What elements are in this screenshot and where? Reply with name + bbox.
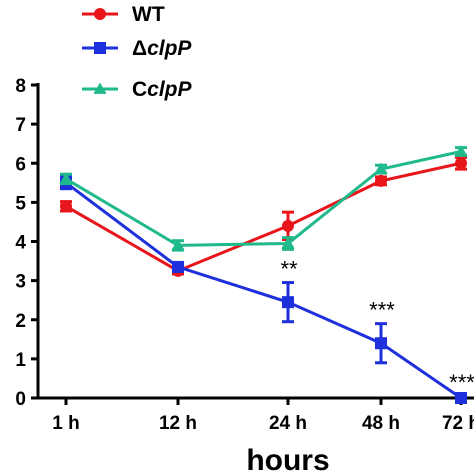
- series-line: [65, 161, 462, 273]
- legend-label: ΔclpP: [132, 37, 192, 60]
- data-point: [93, 82, 107, 94]
- significance-label: **: [280, 257, 298, 282]
- data-point: [455, 157, 467, 170]
- data-point: [282, 219, 294, 232]
- x-tick-label: 12 h: [159, 413, 197, 434]
- significance-label: ***: [369, 298, 395, 323]
- data-point: [374, 162, 388, 174]
- legend-label: CclpP: [132, 78, 193, 101]
- annotations: ********: [280, 257, 474, 395]
- x-tick-label: 1 h: [52, 413, 79, 434]
- data-point: [60, 200, 72, 213]
- series-lines: [59, 145, 468, 404]
- data-point: [375, 337, 387, 350]
- y-tick-label: 0: [15, 389, 26, 410]
- data-point: [171, 238, 185, 251]
- y-tick-label: 1: [15, 350, 26, 371]
- y-tick-label: 6: [15, 154, 26, 175]
- series-circle: [60, 155, 467, 277]
- x-tick-label: 48 h: [362, 413, 400, 434]
- data-point: [375, 174, 387, 187]
- y-tick-label: 4: [15, 233, 26, 254]
- legend-label: WT: [132, 3, 165, 26]
- legend-entry: ΔclpP: [82, 37, 192, 60]
- series-triangle: [59, 145, 468, 252]
- x-tick-label: 72 h: [442, 413, 474, 434]
- y-tick-label: 7: [15, 115, 26, 136]
- legend-label-gene: clpP: [147, 78, 192, 101]
- y-tick-label: 5: [15, 193, 26, 214]
- legend-label-prefix: C: [132, 78, 147, 101]
- legend-entry: CclpP: [82, 78, 193, 101]
- x-axis-label: hours: [246, 444, 329, 474]
- y-tick-label: 3: [15, 272, 26, 293]
- data-point: [282, 296, 294, 309]
- axes: 0 1 2 3 4 5 6 7 8 1 h 12 h 24 h 48 h 72 h: [15, 76, 474, 434]
- data-point: [59, 172, 73, 184]
- legend-label-gene: clpP: [147, 37, 192, 60]
- x-tick-label: 24 h: [269, 413, 307, 434]
- y-tick-label: 2: [15, 311, 26, 332]
- data-point: [172, 260, 184, 273]
- legend-label-prefix: Δ: [132, 37, 147, 60]
- data-point: [94, 8, 106, 20]
- legend-entry: WT: [82, 3, 165, 26]
- data-point: [455, 392, 467, 404]
- data-point: [94, 42, 106, 54]
- series-line: [65, 150, 462, 247]
- data-point: [281, 236, 295, 249]
- data-point: [454, 145, 468, 157]
- significance-label: ***: [449, 370, 474, 395]
- y-tick-label: 8: [15, 76, 26, 97]
